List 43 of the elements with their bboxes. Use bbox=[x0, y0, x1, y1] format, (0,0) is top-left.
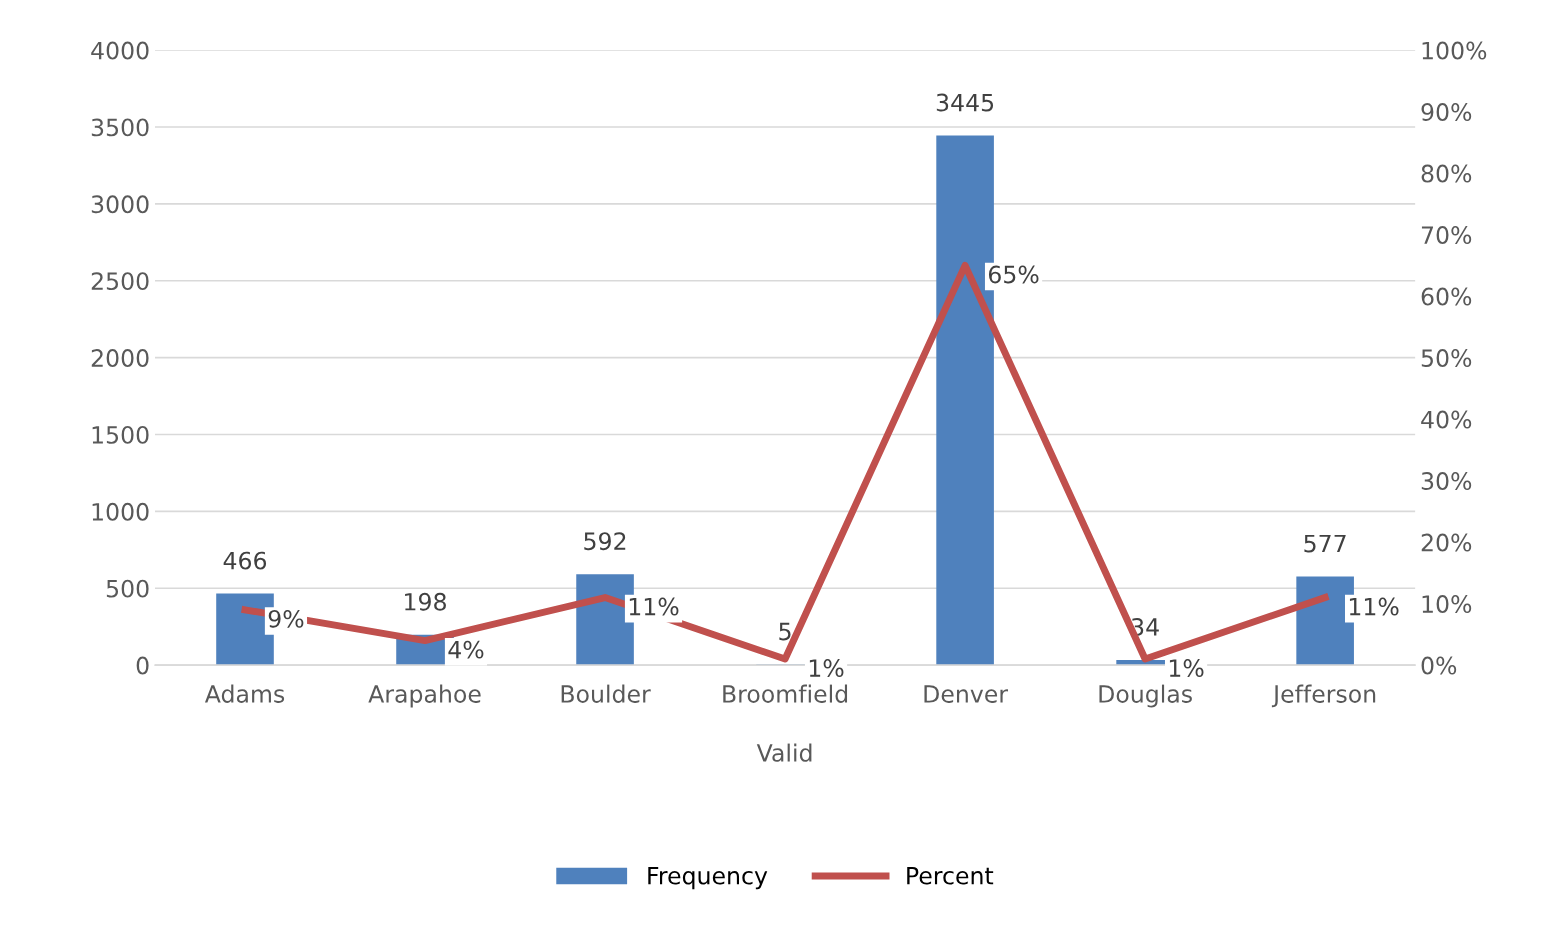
data-label: 5 bbox=[779, 622, 791, 641]
y2-tick-label: 0% bbox=[1421, 656, 1457, 675]
data-label: 592 bbox=[584, 532, 626, 551]
data-label: 11% bbox=[1349, 597, 1399, 616]
legend-label: Frequency bbox=[648, 867, 768, 890]
data-label: 1% bbox=[809, 659, 844, 677]
y-tick-label: 3000 bbox=[91, 195, 149, 214]
x-tick-label: Denver bbox=[924, 685, 1009, 703]
y2-tick-label: 60% bbox=[1421, 287, 1472, 306]
y2-tick-label: 50% bbox=[1421, 349, 1472, 367]
x-tick-label: Jefferson bbox=[1271, 684, 1376, 708]
data-label: 1% bbox=[1169, 659, 1204, 677]
y2-tick-label: 90% bbox=[1421, 103, 1472, 121]
y-tick-label: 1000 bbox=[92, 502, 149, 521]
data-label: 466 bbox=[223, 551, 267, 570]
x-tick-label: Boulder bbox=[561, 684, 651, 703]
x-tick-label: Adams bbox=[204, 684, 285, 703]
y2-tick-label: 70% bbox=[1421, 226, 1472, 244]
data-label: 577 bbox=[1304, 534, 1346, 553]
y-tick-label: 500 bbox=[106, 579, 149, 598]
y-tick-label: 3500 bbox=[91, 118, 149, 137]
data-label: 4% bbox=[448, 640, 484, 659]
y-tick-label: 1500 bbox=[92, 425, 149, 444]
y2-tick-label: 10% bbox=[1422, 595, 1472, 613]
data-label: 65% bbox=[988, 265, 1039, 284]
data-label: 3445 bbox=[936, 93, 994, 112]
y2-tick-label: 30% bbox=[1421, 472, 1472, 490]
y2-tick-label: 80% bbox=[1421, 164, 1472, 183]
y2-tick-label: 100% bbox=[1422, 41, 1487, 60]
y-tick-label: 2000 bbox=[91, 349, 149, 367]
data-label: 11% bbox=[629, 597, 679, 616]
legend-label: Percent bbox=[907, 867, 994, 885]
x-tick-label: Arapahoe bbox=[368, 684, 481, 708]
y-tick-label: 2500 bbox=[91, 272, 149, 291]
y-tick-label: 4000 bbox=[91, 41, 149, 60]
data-label: 198 bbox=[405, 592, 446, 611]
y2-tick-label: 20% bbox=[1421, 533, 1472, 552]
x-tick-label: Broomfield bbox=[723, 684, 848, 703]
x-tick-label: Douglas bbox=[1099, 684, 1192, 708]
x-axis-title: Valid bbox=[756, 743, 812, 762]
data-label: 9% bbox=[268, 609, 304, 628]
y-tick-label: 0 bbox=[136, 656, 149, 675]
y2-tick-label: 40% bbox=[1421, 410, 1472, 429]
